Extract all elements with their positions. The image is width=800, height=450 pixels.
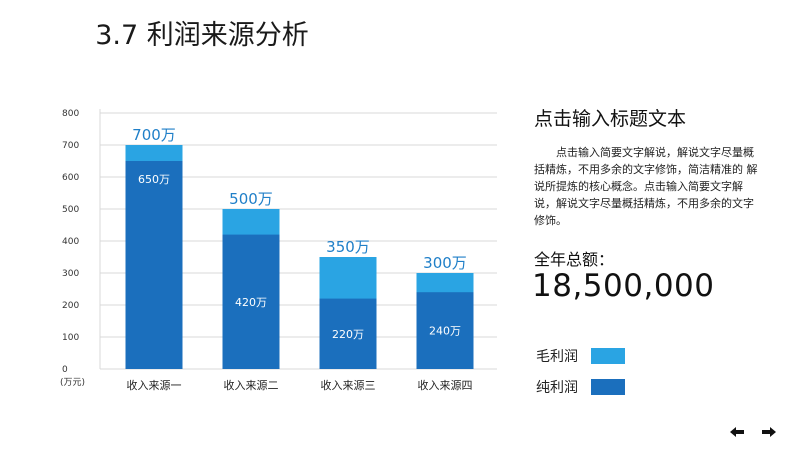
description-text[interactable]: 点击输入简要文字解说，解说文字尽量概括精炼，不用多余的文字修饰，简洁精准的 解说… (534, 146, 758, 227)
category-label: 收入来源四 (418, 378, 473, 392)
y-tick-label: 400 (62, 237, 79, 247)
legend-item-net: 纯利润 (536, 377, 625, 397)
arrow-right-icon[interactable] (760, 426, 778, 440)
data-label-net: 420万 (235, 296, 267, 309)
y-tick-label: 500 (62, 205, 79, 215)
data-label-gross: 500万 (229, 190, 273, 208)
y-tick-label: 600 (62, 173, 79, 183)
y-tick-label: 100 (62, 333, 79, 343)
bar-net-4 (416, 292, 474, 369)
y-tick-label: 0 (62, 365, 68, 375)
slide-title: 3.7 利润来源分析 (95, 20, 309, 51)
legend-swatch-gross (591, 348, 625, 364)
legend-swatch-net (591, 379, 625, 395)
total-value: 18,500,000 (532, 268, 715, 304)
category-label: 收入来源一 (127, 378, 182, 392)
legend-label-gross: 毛利润 (536, 349, 578, 365)
legend-item-gross: 毛利润 (536, 346, 625, 366)
category-label: 收入来源三 (321, 378, 376, 392)
category-label: 收入来源二 (224, 378, 279, 392)
total-label: 全年总额： (534, 250, 615, 269)
y-tick-label: 800 (62, 109, 79, 119)
bar-net-3 (319, 298, 377, 369)
data-label-net: 650万 (138, 173, 170, 186)
data-label-net: 220万 (332, 328, 364, 341)
profit-bar-chart: 0 100 200 300 400 500 600 700 800 (万元) 700万 650万收入来… (60, 109, 497, 392)
data-label-gross: 350万 (326, 238, 370, 256)
data-label-net: 240万 (429, 325, 461, 338)
data-label-gross: 700万 (132, 126, 176, 144)
y-tick-label: 200 (62, 301, 79, 311)
arrow-left-icon[interactable] (728, 426, 746, 440)
data-label-gross: 300万 (423, 254, 467, 272)
y-unit-label: (万元) (60, 378, 85, 388)
side-title[interactable]: 点击输入标题文本 (534, 108, 687, 130)
y-tick-label: 300 (62, 269, 79, 279)
y-tick-label: 700 (62, 141, 79, 151)
bar-net-1 (125, 161, 183, 369)
bar-net-2 (222, 234, 280, 369)
legend-label-net: 纯利润 (536, 380, 578, 396)
